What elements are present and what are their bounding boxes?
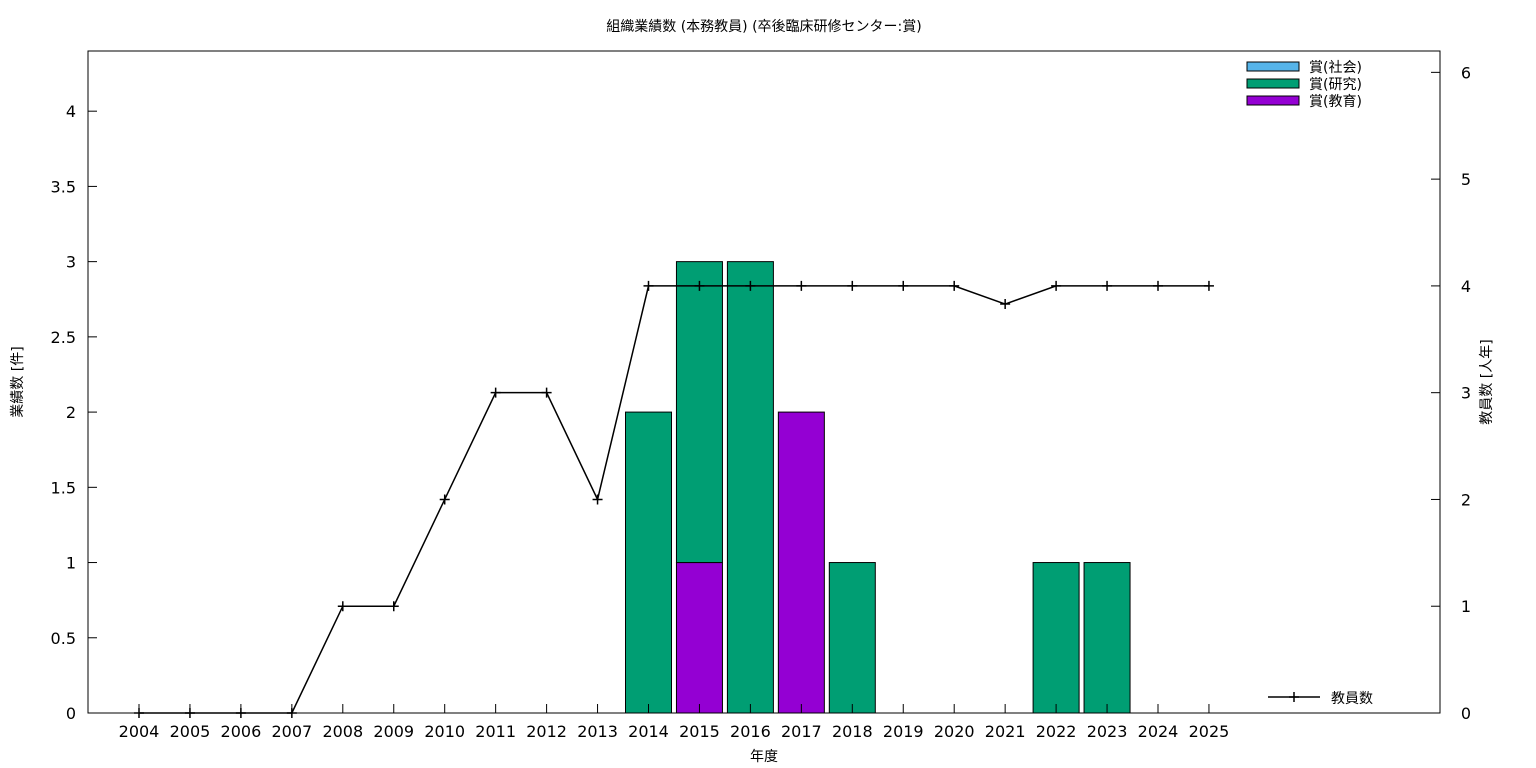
y-tick-label: 0 — [66, 704, 76, 723]
x-tick-label: 2023 — [1087, 722, 1128, 741]
bar-segment — [726, 261, 774, 714]
y-tick-label: 3 — [66, 253, 76, 272]
faculty-count-point — [490, 387, 501, 398]
legend-label: 賞(社会) — [1309, 60, 1362, 76]
x-tick-label: 2013 — [577, 722, 618, 741]
x-tick-label: 2011 — [475, 722, 516, 741]
x-tick-label: 2007 — [271, 722, 312, 741]
chart-title: 組織業績数 (本務教員) (卒後臨床研修センター:賞) — [606, 19, 921, 35]
y2-axis: 0 1 2 3 4 5 6 — [1431, 63, 1471, 723]
bar-segment — [625, 411, 672, 714]
y2-tick-label: 4 — [1461, 277, 1471, 296]
faculty-count-point — [1203, 280, 1214, 291]
y-tick-label: 4 — [66, 102, 76, 121]
faculty-count-point — [337, 601, 348, 612]
x-tick-label: 2010 — [424, 722, 465, 741]
faculty-count-point — [949, 280, 960, 291]
y-tick-label: 2.5 — [51, 328, 76, 347]
legend-label: 賞(研究) — [1309, 77, 1362, 93]
x-tick-label: 2022 — [1036, 722, 1077, 741]
y2-tick-label: 3 — [1461, 384, 1471, 403]
x-tick-label: 2021 — [985, 722, 1026, 741]
faculty-count-point — [541, 387, 552, 398]
x-tick-label: 2006 — [221, 722, 262, 741]
faculty-count-point — [745, 280, 756, 291]
bar-segment — [675, 261, 723, 564]
x-tick-label: 2005 — [170, 722, 211, 741]
bar-segment — [675, 562, 723, 714]
faculty-count-point — [439, 494, 450, 505]
x-axis: 2004 2005 2006 2007 2008 2009 2010 2011 2012 2013… — [119, 704, 1230, 741]
legend-swatch — [1246, 95, 1300, 106]
y2-tick-label: 5 — [1461, 170, 1471, 189]
faculty-count-point — [847, 280, 858, 291]
x-tick-label: 2016 — [730, 722, 771, 741]
y2-tick-label: 6 — [1461, 63, 1471, 82]
y2-tick-label: 2 — [1461, 490, 1471, 509]
faculty-count-point — [1051, 280, 1062, 291]
y2-tick-label: 0 — [1461, 704, 1471, 723]
faculty-count-point — [1000, 299, 1011, 310]
x-tick-label: 2008 — [322, 722, 363, 741]
faculty-count-line — [139, 285, 1209, 714]
faculty-count-point — [694, 280, 705, 291]
faculty-count-point — [1102, 280, 1113, 291]
bar-segment — [777, 411, 825, 714]
legend: 賞(社会)賞(研究)賞(教育) 教員数 — [1246, 60, 1373, 707]
legend-swatch — [1246, 61, 1300, 72]
x-axis-label: 年度 — [750, 749, 778, 765]
x-tick-label: 2019 — [883, 722, 924, 741]
x-tick-label: 2014 — [628, 722, 669, 741]
y2-axis-label: 教員数 [人年] — [1479, 339, 1495, 424]
y-tick-label: 2 — [66, 403, 76, 422]
faculty-count-point — [643, 280, 654, 291]
x-tick-label: 2024 — [1138, 722, 1179, 741]
y2-tick-label: 1 — [1461, 597, 1471, 616]
line-layer — [134, 280, 1214, 718]
legend-line-marker — [1289, 692, 1299, 702]
y-tick-label: 1.5 — [51, 478, 76, 497]
faculty-count-point — [592, 494, 603, 505]
y-axis: 0 0.5 1 1.5 2 2.5 3 3.5 4 — [51, 102, 97, 723]
y-axis-label: 業績数 [件] — [10, 346, 26, 417]
legend-line-label: 教員数 — [1331, 691, 1373, 707]
x-tick-label: 2004 — [119, 722, 160, 741]
x-tick-label: 2025 — [1189, 722, 1230, 741]
y-tick-label: 1 — [66, 554, 76, 573]
x-tick-label: 2017 — [781, 722, 822, 741]
x-tick-label: 2020 — [934, 722, 975, 741]
x-tick-label: 2018 — [832, 722, 873, 741]
faculty-count-point — [388, 601, 399, 612]
legend-swatch — [1246, 78, 1300, 89]
faculty-count-point — [1153, 280, 1163, 291]
faculty-count-point — [898, 280, 909, 291]
faculty-count-point — [796, 280, 807, 291]
x-tick-label: 2015 — [679, 722, 720, 741]
x-tick-label: 2009 — [373, 722, 414, 741]
bars-layer — [625, 261, 1131, 714]
legend-label: 賞(教育) — [1309, 94, 1362, 110]
x-tick-label: 2012 — [526, 722, 567, 741]
bar-segment — [828, 562, 876, 714]
y-tick-label: 0.5 — [51, 629, 76, 648]
bar-segment — [1083, 562, 1131, 714]
bar-segment — [1032, 562, 1080, 714]
y-tick-label: 3.5 — [51, 177, 76, 196]
